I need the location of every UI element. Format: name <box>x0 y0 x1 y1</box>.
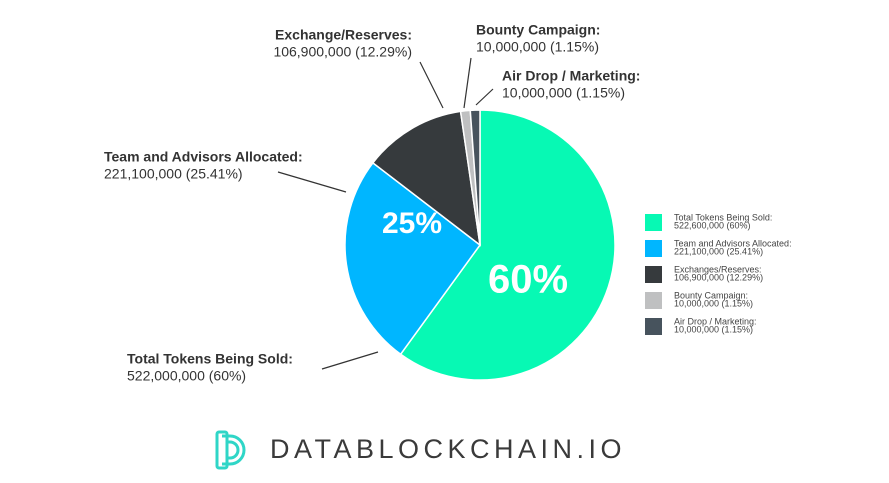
slice-label: 25% <box>382 207 442 240</box>
leader-line <box>463 57 472 109</box>
leader-line <box>277 171 347 193</box>
legend-swatch <box>645 266 662 283</box>
leader-line <box>419 61 444 109</box>
callout-detail: 10,000,000 (1.15%) <box>476 39 599 55</box>
legend-label: 221,100,000 (25.41%) <box>674 246 763 256</box>
legend-label: 10,000,000 (1.15%) <box>674 298 753 308</box>
brand: DATABLOCKCHAIN.IO <box>270 434 626 464</box>
legend-label: Bounty Campaign: <box>674 290 748 300</box>
callout-title: Exchange/Reserves: <box>275 27 412 43</box>
slice-label: 60% <box>488 258 568 302</box>
leader-line <box>475 88 494 106</box>
legend-label: Air Drop / Marketing: <box>674 316 757 326</box>
legend-label: Exchanges/Reserves: <box>674 264 762 274</box>
pie-slice <box>399 109 616 381</box>
legend-label: 106,900,000 (12.29%) <box>674 272 763 282</box>
pie-slice <box>344 161 482 356</box>
callout-detail: 522,000,000 (60%) <box>127 368 246 384</box>
callout-title: Air Drop / Marketing: <box>502 68 640 84</box>
legend-swatch <box>645 214 662 231</box>
legend-swatch <box>645 318 662 335</box>
callout-title: Total Tokens Being Sold: <box>127 351 293 367</box>
callout-detail: 10,000,000 (1.15%) <box>502 85 625 101</box>
callout-title: Bounty Campaign: <box>476 22 600 38</box>
legend-swatch <box>645 240 662 257</box>
callout-title: Team and Advisors Allocated: <box>104 149 303 165</box>
pie-slice <box>469 109 481 246</box>
pie-slice <box>371 110 482 247</box>
leader-line <box>321 351 379 370</box>
callout-detail: 106,900,000 (12.29%) <box>273 44 412 60</box>
legend-label: Total Tokens Being Sold: <box>674 212 772 222</box>
callout-detail: 221,100,000 (25.41%) <box>104 166 243 182</box>
legend-swatch <box>645 292 662 309</box>
legend-label: 522,600,000 (60%) <box>674 220 751 230</box>
legend-label: 10,000,000 (1.15%) <box>674 324 753 334</box>
logo-icon <box>215 430 246 470</box>
legend-label: Team and Advisors Allocated: <box>674 238 792 248</box>
